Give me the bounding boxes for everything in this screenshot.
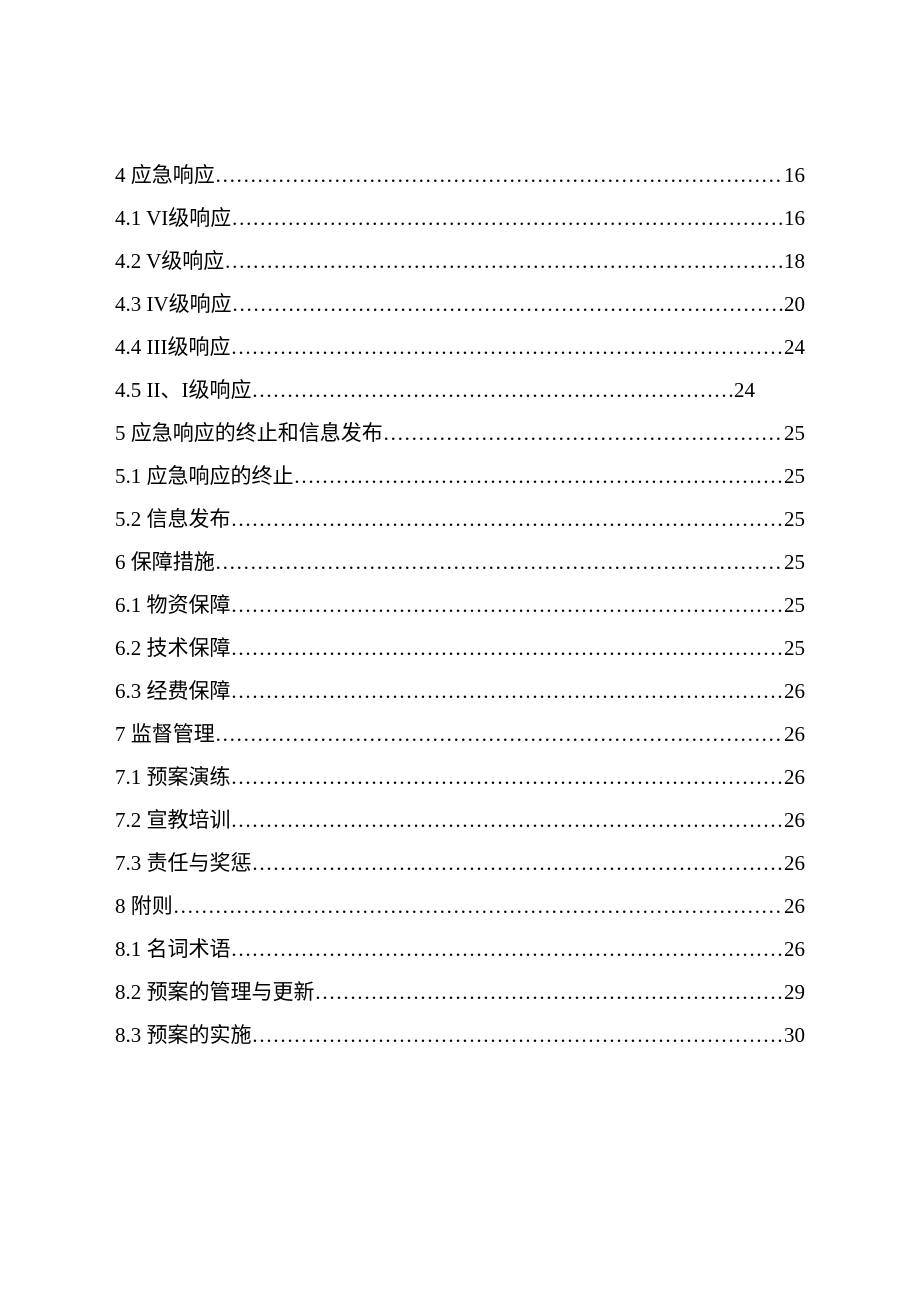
toc-label: 8.2 预案的管理与更新	[115, 982, 315, 1003]
toc-page: 26	[784, 853, 805, 874]
toc-page: 24	[734, 380, 755, 401]
toc-dots	[294, 466, 785, 487]
toc-dots	[224, 251, 784, 272]
toc-entry: 6.1 物资保障 25	[115, 595, 805, 616]
toc-label: 4.5 II、I级响应	[115, 380, 251, 401]
toc-dots	[383, 423, 784, 444]
toc-label: 4.4 III级响应	[115, 337, 230, 358]
toc-label: 6.2 技术保障	[115, 638, 231, 659]
toc-label: 5.2 信息发布	[115, 509, 231, 530]
toc-page: 24	[784, 337, 805, 358]
toc-label: 4.3 IV级响应	[115, 294, 232, 315]
toc-dots	[173, 896, 784, 917]
toc-dots	[231, 638, 785, 659]
toc-label: 7 监督管理	[115, 724, 215, 745]
toc-label: 4.1 VI级响应	[115, 208, 231, 229]
toc-page: 25	[784, 638, 805, 659]
toc-dots	[252, 853, 785, 874]
table-of-contents: 4 应急响应 16 4.1 VI级响应 16 4.2 V级响应 18 4.3 I…	[115, 165, 805, 1046]
toc-page: 25	[784, 423, 805, 444]
toc-dots	[215, 552, 784, 573]
toc-label: 8 附则	[115, 896, 173, 917]
toc-page: 26	[784, 724, 805, 745]
toc-label: 8.3 预案的实施	[115, 1025, 252, 1046]
toc-entry: 8 附则 26	[115, 896, 805, 917]
toc-page: 26	[784, 939, 805, 960]
toc-entry: 4.4 III级响应 24	[115, 337, 805, 358]
toc-label: 5 应急响应的终止和信息发布	[115, 423, 383, 444]
toc-page: 25	[784, 466, 805, 487]
toc-dots	[231, 208, 784, 229]
toc-label: 8.1 名词术语	[115, 939, 231, 960]
toc-entry: 5 应急响应的终止和信息发布 25	[115, 423, 805, 444]
toc-dots	[315, 982, 785, 1003]
toc-entry: 7.1 预案演练 26	[115, 767, 805, 788]
toc-page: 30	[784, 1025, 805, 1046]
toc-label: 4 应急响应	[115, 165, 215, 186]
toc-entry: 8.2 预案的管理与更新 29	[115, 982, 805, 1003]
toc-dots	[231, 767, 785, 788]
toc-label: 7.3 责任与奖惩	[115, 853, 252, 874]
toc-dots	[231, 681, 785, 702]
toc-page: 16	[784, 165, 805, 186]
toc-entry: 4.1 VI级响应 16	[115, 208, 805, 229]
toc-entry: 6 保障措施 25	[115, 552, 805, 573]
toc-entry: 7.3 责任与奖惩 26	[115, 853, 805, 874]
toc-label: 6.1 物资保障	[115, 595, 231, 616]
toc-dots	[215, 724, 784, 745]
toc-page: 18	[784, 251, 805, 272]
toc-dots	[252, 1025, 785, 1046]
toc-entry: 8.1 名词术语 26	[115, 939, 805, 960]
toc-entry: 4.3 IV级响应 20	[115, 294, 805, 315]
toc-page: 29	[784, 982, 805, 1003]
toc-label: 7.2 宣教培训	[115, 810, 231, 831]
toc-dots	[230, 337, 784, 358]
toc-dots	[231, 810, 785, 831]
toc-dots	[231, 595, 785, 616]
toc-entry: 5.2 信息发布 25	[115, 509, 805, 530]
toc-entry: 4 应急响应 16	[115, 165, 805, 186]
toc-dots	[251, 380, 734, 401]
toc-entry: 8.3 预案的实施 30	[115, 1025, 805, 1046]
toc-page: 25	[784, 552, 805, 573]
toc-page: 26	[784, 681, 805, 702]
toc-page: 16	[784, 208, 805, 229]
toc-label: 6.3 经费保障	[115, 681, 231, 702]
toc-page: 25	[784, 595, 805, 616]
toc-entry: 6.2 技术保障 25	[115, 638, 805, 659]
toc-label: 7.1 预案演练	[115, 767, 231, 788]
toc-entry: 7 监督管理 26	[115, 724, 805, 745]
toc-entry: 5.1 应急响应的终止 25	[115, 466, 805, 487]
toc-page: 20	[784, 294, 805, 315]
toc-dots	[232, 294, 784, 315]
toc-entry: 6.3 经费保障 26	[115, 681, 805, 702]
toc-label: 6 保障措施	[115, 552, 215, 573]
toc-entry: 4.5 II、I级响应 24	[115, 380, 805, 401]
toc-entry: 7.2 宣教培训 26	[115, 810, 805, 831]
toc-page: 26	[784, 810, 805, 831]
toc-label: 4.2 V级响应	[115, 251, 224, 272]
toc-dots	[215, 165, 784, 186]
toc-label: 5.1 应急响应的终止	[115, 466, 294, 487]
toc-dots	[231, 939, 785, 960]
toc-entry: 4.2 V级响应 18	[115, 251, 805, 272]
toc-page: 25	[784, 509, 805, 530]
toc-page: 26	[784, 767, 805, 788]
toc-dots	[231, 509, 785, 530]
toc-page: 26	[784, 896, 805, 917]
